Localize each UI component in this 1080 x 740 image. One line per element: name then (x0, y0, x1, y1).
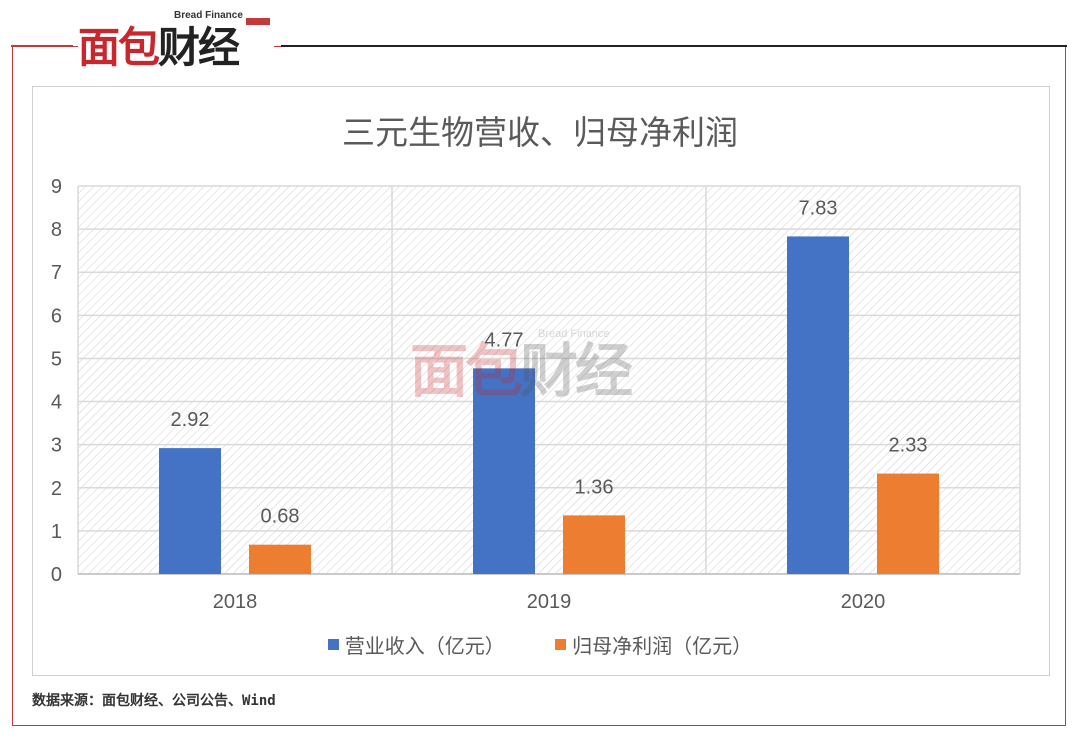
brand-logo: Bread Finance 面包财经 (78, 10, 274, 76)
y-tick-label: 9 (51, 176, 62, 198)
x-tick-label: 2019 (527, 591, 572, 613)
legend-label-profit: 归母净利润（亿元） (572, 634, 753, 658)
frame-top-red-accent (11, 45, 73, 47)
bar-profit-2020 (877, 473, 939, 574)
y-tick-label: 8 (51, 219, 62, 241)
x-tick-label: 2020 (841, 591, 886, 613)
x-tick-label: 2018 (213, 591, 258, 613)
logo-text: 面包财经 (78, 22, 240, 74)
data-source-note: 数据来源：面包财经、公司公告、Wind (32, 693, 276, 709)
logo-red-bar (246, 18, 270, 25)
logo-text-red: 面包 (78, 23, 160, 72)
data-label: 1.36 (575, 476, 614, 498)
y-tick-label: 1 (51, 521, 62, 543)
y-tick-label: 3 (51, 435, 62, 457)
bar-revenue-2019 (473, 368, 535, 574)
plot-area-hatch (78, 186, 1020, 574)
data-label: 2.92 (171, 409, 210, 431)
legend-swatch-revenue (327, 639, 339, 650)
logo-text-black: 财经 (158, 23, 240, 72)
y-tick-label: 6 (51, 305, 62, 327)
y-tick-label: 0 (51, 564, 62, 586)
legend-item-profit: 归母净利润（亿元） (555, 630, 752, 659)
bar-profit-2019 (563, 515, 625, 574)
legend-swatch-profit (555, 639, 567, 650)
bar-revenue-2018 (159, 448, 221, 574)
y-tick-label: 5 (51, 348, 62, 370)
data-label: 2.33 (889, 435, 928, 457)
data-label: 4.77 (485, 329, 524, 351)
frame-top-line (281, 45, 1067, 47)
y-tick-label: 4 (51, 392, 62, 414)
chart-legend: 营业收入（亿元） 归母净利润（亿元） (0, 630, 1080, 659)
legend-label-revenue: 营业收入（亿元） (344, 634, 505, 658)
bar-profit-2018 (249, 544, 311, 574)
data-label: 7.83 (799, 197, 838, 219)
y-tick-label: 2 (51, 478, 62, 500)
y-tick-label: 7 (51, 262, 62, 284)
bar-revenue-2020 (787, 236, 849, 574)
outer-frame (11, 45, 1067, 726)
logo-subtitle: Bread Finance (174, 10, 243, 21)
data-label: 0.68 (261, 506, 300, 528)
legend-item-revenue: 营业收入（亿元） (327, 630, 505, 659)
chart-title: 三元生物营收、归母净利润 (342, 113, 738, 152)
